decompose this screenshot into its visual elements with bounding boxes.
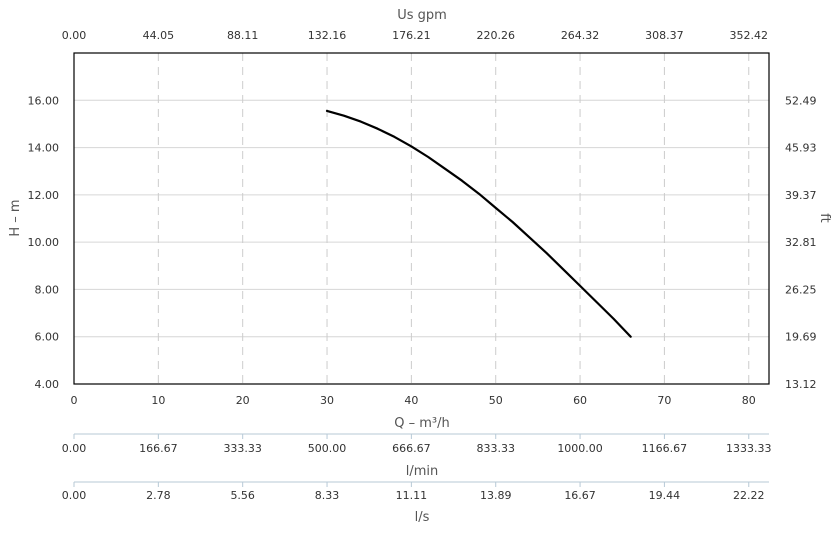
y2-tick-label: 13.12: [785, 378, 817, 391]
lmin-tick-label: 166.67: [139, 442, 178, 455]
y2-tick-label: 45.93: [785, 142, 817, 155]
y-tick-label: 14.00: [28, 142, 60, 155]
y2-tick-label: 26.25: [785, 283, 817, 296]
ls-tick-label: 19.44: [649, 489, 681, 502]
top-tick-label: 220.26: [476, 29, 515, 42]
y-tick-label: 12.00: [28, 189, 60, 202]
lmin-tick-label: 333.33: [223, 442, 262, 455]
ls-tick-label: 11.11: [396, 489, 428, 502]
y-tick-label: 8.00: [35, 283, 60, 296]
lmin-tick-label: 1333.33: [726, 442, 772, 455]
top-tick-label: 88.11: [227, 29, 259, 42]
y-tick-label: 4.00: [35, 378, 60, 391]
y-tick-label: 16.00: [28, 94, 60, 107]
top-tick-label: 132.16: [308, 29, 347, 42]
ls-tick-label: 13.89: [480, 489, 512, 502]
x-tick-label: 80: [742, 394, 756, 407]
series-line: [325, 109, 632, 338]
y-tick-label: 10.00: [28, 236, 60, 249]
lmin-tick-label: 500.00: [308, 442, 347, 455]
ls-tick-label: 8.33: [315, 489, 340, 502]
ls-tick-label: 5.56: [230, 489, 255, 502]
top-axis-title: Us gpm: [397, 8, 447, 23]
y2-tick-label: 32.81: [785, 236, 817, 249]
top-tick-label: 176.21: [392, 29, 431, 42]
ls-tick-label: 22.22: [733, 489, 765, 502]
y2-tick-label: 19.69: [785, 331, 817, 344]
x-tick-label: 60: [573, 394, 587, 407]
x-tick-label: 0: [71, 394, 78, 407]
x-tick-label: 50: [489, 394, 503, 407]
lmin-tick-label: 0.00: [62, 442, 87, 455]
x-tick-label: 10: [151, 394, 165, 407]
x-tick-label: 30: [320, 394, 334, 407]
gridlines: [74, 53, 769, 384]
y2-tick-label: 52.49: [785, 94, 817, 107]
lmin-axis-title: l/min: [406, 464, 439, 479]
right-axis-title: ft: [817, 213, 832, 222]
top-tick-label: 44.05: [143, 29, 175, 42]
top-tick-label: 352.42: [730, 29, 769, 42]
ls-tick-label: 2.78: [146, 489, 171, 502]
tick-labels: 4.00 13.12 6.00 19.69 8.00 26.25 10.00 32.81 12.…: [28, 29, 817, 502]
lmin-tick-label: 833.33: [476, 442, 515, 455]
ls-axis-title: l/s: [415, 510, 430, 525]
top-tick-label: 0.00: [62, 29, 87, 42]
series-group: [325, 109, 632, 338]
ls-tick-label: 0.00: [62, 489, 87, 502]
ls-tick-label: 16.67: [564, 489, 596, 502]
y2-tick-label: 39.37: [785, 189, 817, 202]
lmin-tick-label: 1000.00: [557, 442, 603, 455]
x-tick-label: 40: [404, 394, 418, 407]
x-tick-label: 70: [657, 394, 671, 407]
y-tick-label: 6.00: [35, 331, 60, 344]
top-tick-label: 264.32: [561, 29, 600, 42]
x-tick-label: 20: [236, 394, 250, 407]
x-axis-title: Q – m³/h: [394, 416, 450, 431]
lmin-tick-label: 1166.67: [642, 442, 688, 455]
plot-area-frame: [73, 52, 770, 385]
top-tick-label: 308.37: [645, 29, 684, 42]
lmin-tick-label: 666.67: [392, 442, 431, 455]
y-axis-title: H – m: [8, 199, 23, 236]
